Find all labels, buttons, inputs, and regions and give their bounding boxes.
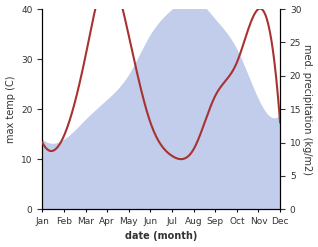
Y-axis label: max temp (C): max temp (C) bbox=[5, 75, 16, 143]
Y-axis label: med. precipitation (kg/m2): med. precipitation (kg/m2) bbox=[302, 44, 313, 175]
X-axis label: date (month): date (month) bbox=[125, 231, 197, 242]
